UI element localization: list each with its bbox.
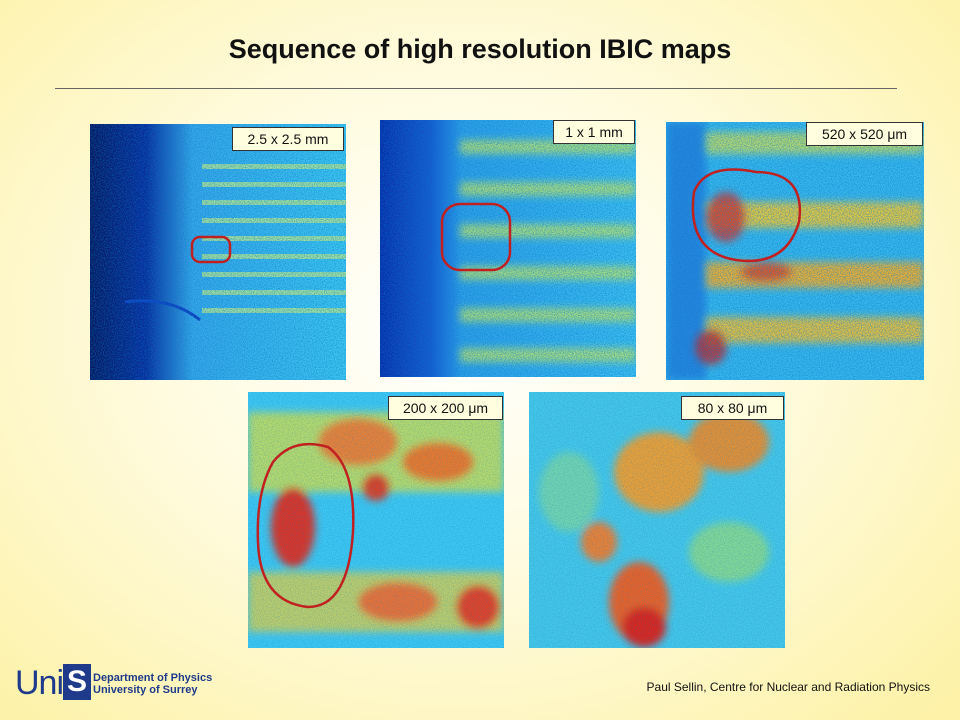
map-label: 200 x 200 μm (388, 396, 503, 420)
ibic-map (380, 120, 636, 377)
map-label: 520 x 520 μm (806, 122, 923, 146)
ibic-map (529, 392, 785, 648)
logo-text: Uni (15, 664, 64, 702)
department-name: Department of Physics (93, 672, 213, 684)
ibic-map (666, 122, 924, 380)
map-image (90, 124, 346, 380)
map-label: 2.5 x 2.5 mm (232, 127, 344, 151)
department: Department of Physics University of Surre… (93, 672, 212, 696)
logo-mark: S (63, 664, 92, 700)
map-image (248, 392, 504, 648)
credit: Paul Sellin, Centre for Nuclear and Radi… (646, 680, 930, 694)
title-rule (55, 88, 897, 89)
map-image (529, 392, 785, 648)
ibic-map (90, 124, 346, 380)
logo: Uni S (15, 664, 92, 703)
university-name: University of Surrey (93, 684, 198, 696)
map-label: 1 x 1 mm (553, 120, 635, 144)
ibic-map (248, 392, 504, 648)
title: Sequence of high resolution IBIC maps (228, 34, 732, 64)
map-image (380, 120, 636, 377)
map-label: 80 x 80 μm (681, 396, 784, 420)
map-image (666, 122, 924, 380)
